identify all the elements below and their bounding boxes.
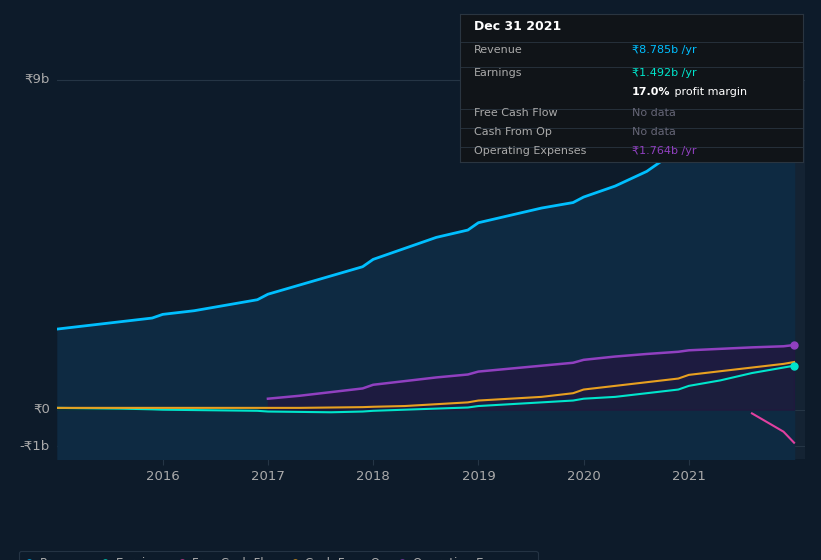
Text: profit margin: profit margin <box>671 87 747 97</box>
Text: No data: No data <box>631 108 676 118</box>
Text: Dec 31 2021: Dec 31 2021 <box>474 20 561 33</box>
Legend: Revenue, Earnings, Free Cash Flow, Cash From Op, Operating Expenses: Revenue, Earnings, Free Cash Flow, Cash … <box>19 551 538 560</box>
Text: 17.0%: 17.0% <box>631 87 670 97</box>
Bar <box>689 50 805 459</box>
Text: ₹1.764b /yr: ₹1.764b /yr <box>631 146 696 156</box>
Text: ₹1.492b /yr: ₹1.492b /yr <box>631 68 696 78</box>
Text: Revenue: Revenue <box>474 45 522 55</box>
Text: -₹1b: -₹1b <box>20 440 50 453</box>
Text: ₹8.785b /yr: ₹8.785b /yr <box>631 45 696 55</box>
Text: No data: No data <box>631 127 676 137</box>
Text: Free Cash Flow: Free Cash Flow <box>474 108 557 118</box>
Text: ₹0: ₹0 <box>33 403 50 416</box>
Text: Operating Expenses: Operating Expenses <box>474 146 586 156</box>
Text: Earnings: Earnings <box>474 68 522 78</box>
Text: Cash From Op: Cash From Op <box>474 127 552 137</box>
Text: ₹9b: ₹9b <box>25 73 50 86</box>
